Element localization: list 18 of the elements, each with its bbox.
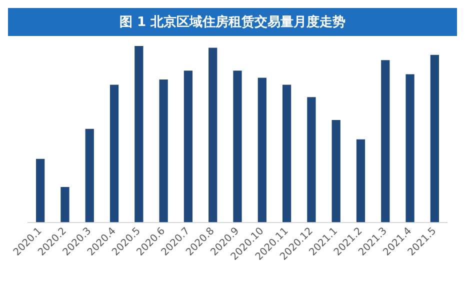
bar [159,79,168,222]
bar [307,97,316,222]
bar [134,46,144,222]
bar [208,48,218,222]
bar [406,74,414,222]
bar [184,70,193,222]
bar [258,78,266,222]
bar [85,128,94,222]
bar [430,54,439,222]
bar [36,158,45,222]
bar [282,84,292,222]
bar [332,120,340,222]
chart-title: 图 1 北京区域住房租赁交易量月度走势 [8,8,457,36]
bar [356,139,366,222]
bar [60,187,70,222]
bar [381,60,390,222]
bar [233,70,242,222]
bar [110,84,119,222]
